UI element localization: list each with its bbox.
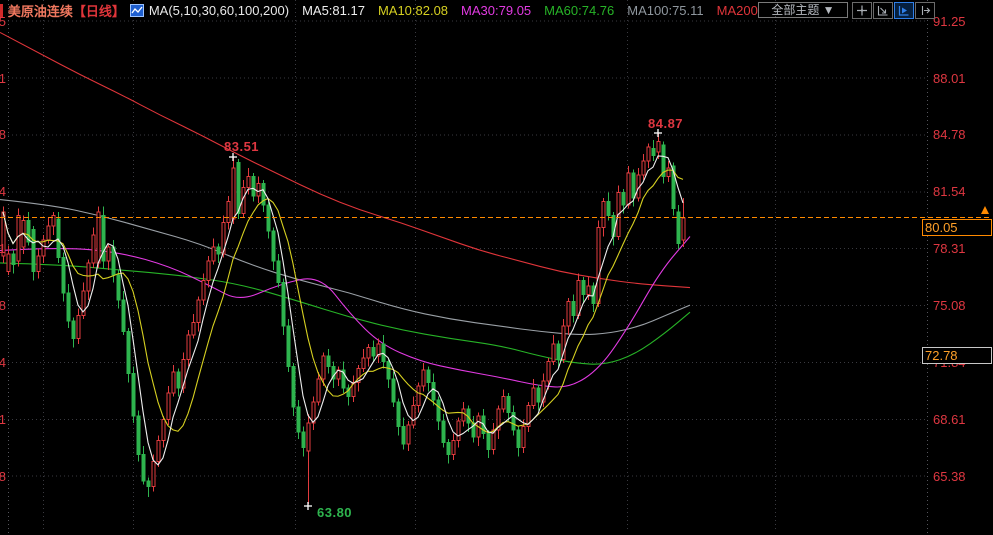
period-label: 【日线】 <box>72 3 125 19</box>
play-cursor-icon <box>898 5 909 16</box>
kline-type-icon[interactable] <box>129 3 144 17</box>
ma10-value: MA10:82.08 <box>377 2 449 18</box>
y-axis-label-left: 88.01 <box>0 70 6 86</box>
crosshair-icon <box>857 5 867 15</box>
shift-right-icon <box>921 5 931 15</box>
y-axis-label-left: 81.54 <box>0 184 6 200</box>
symbol-title: 美原油连续 <box>7 3 73 19</box>
marker-price-badge: 72.78 <box>922 346 992 364</box>
y-axis-label: 81.54 <box>933 184 966 200</box>
axis-scale-icon <box>877 5 888 16</box>
chart-toolbar <box>851 1 935 19</box>
low-price-annotation: 63.80 <box>317 505 353 520</box>
scale-tool-button[interactable] <box>873 1 893 19</box>
top-price-annotation: 84.87 <box>648 116 684 131</box>
ma60-value: MA60:74.76 <box>544 2 615 18</box>
y-axis-label: 65.38 <box>933 468 966 484</box>
y-axis-label: 91.25 <box>933 13 966 29</box>
y-axis-label-left: 84.78 <box>0 127 6 143</box>
y-axis-label: 78.31 <box>933 241 966 257</box>
shift-right-tool-button[interactable] <box>915 1 935 19</box>
y-axis-label-left: 65.38 <box>0 468 6 484</box>
play-cursor-tool-button[interactable] <box>894 1 914 19</box>
ma30-value: MA30:79.05 <box>461 2 532 18</box>
y-axis-label-left: 75.08 <box>0 297 6 313</box>
ma-formula: MA(5,10,30,60,100,200) <box>148 2 290 18</box>
current-price-badge: 80.05 <box>922 219 992 237</box>
y-axis-label-left: 91.25 <box>0 13 6 29</box>
header-bar: 美原油连续 【日线】 MA(5,10,30,60,100,200) MA5:81… <box>0 0 993 20</box>
y-axis-label: 68.61 <box>933 411 966 427</box>
ma200-value: MA200 <box>716 2 758 18</box>
y-axis-label-left: 78.31 <box>0 241 6 257</box>
y-axis-label: 88.01 <box>933 70 966 86</box>
y-axis-label: 84.78 <box>933 127 966 143</box>
theme-dropdown[interactable]: 全部主题 ▼ <box>757 2 848 18</box>
y-axis-label-left: 68.61 <box>0 411 6 427</box>
y-axis-label-left: 71.84 <box>0 354 6 370</box>
crosshair-tool-button[interactable] <box>852 1 872 19</box>
ma5-value: MA5:81.17 <box>302 2 365 18</box>
y-axis-label: 75.08 <box>933 297 966 313</box>
ma100-value: MA100:75.11 <box>627 2 704 18</box>
swing-high-annotation: 83.51 <box>224 139 260 154</box>
left-edge-artifact <box>0 3 3 17</box>
